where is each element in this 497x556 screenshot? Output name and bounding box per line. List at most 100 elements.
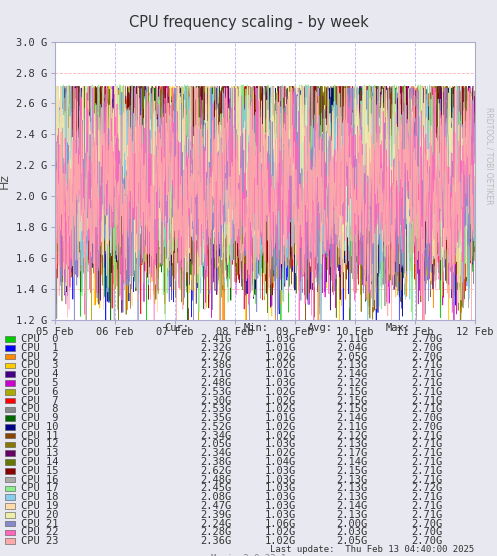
Text: CPU  9: CPU 9 — [21, 413, 58, 423]
Text: 2.62G: 2.62G — [200, 466, 231, 476]
Text: 1.03G: 1.03G — [264, 378, 296, 388]
Text: 1.03G: 1.03G — [264, 501, 296, 511]
Text: 2.45G: 2.45G — [200, 483, 231, 493]
Text: 1.02G: 1.02G — [264, 448, 296, 458]
Text: 2.48G: 2.48G — [200, 475, 231, 485]
Text: 1.01G: 1.01G — [264, 369, 296, 379]
Text: 2.15G: 2.15G — [336, 466, 368, 476]
Text: 1.06G: 1.06G — [264, 519, 296, 529]
Text: 2.71G: 2.71G — [411, 395, 442, 405]
Text: CPU  8: CPU 8 — [21, 404, 58, 414]
Text: Munin 2.0.33-1: Munin 2.0.33-1 — [211, 554, 286, 556]
Text: CPU 23: CPU 23 — [21, 536, 58, 546]
Text: 1.02G: 1.02G — [264, 387, 296, 397]
Text: 2.71G: 2.71G — [411, 369, 442, 379]
Text: CPU  4: CPU 4 — [21, 369, 58, 379]
Text: CPU 14: CPU 14 — [21, 457, 58, 467]
Text: 2.71G: 2.71G — [411, 448, 442, 458]
Text: 2.71G: 2.71G — [411, 457, 442, 467]
Text: 1.04G: 1.04G — [264, 457, 296, 467]
Text: RRDTOOL / TOBI OETIKER: RRDTOOL / TOBI OETIKER — [485, 107, 494, 205]
Text: CPU 11: CPU 11 — [21, 431, 58, 441]
Text: CPU 17: CPU 17 — [21, 483, 58, 493]
Text: 2.14G: 2.14G — [336, 457, 368, 467]
Text: 2.70G: 2.70G — [411, 343, 442, 353]
Text: 2.34G: 2.34G — [200, 448, 231, 458]
Text: 2.71G: 2.71G — [411, 431, 442, 441]
Text: CPU 15: CPU 15 — [21, 466, 58, 476]
Text: 1.03G: 1.03G — [264, 466, 296, 476]
Text: 2.12G: 2.12G — [336, 378, 368, 388]
Text: CPU 18: CPU 18 — [21, 492, 58, 502]
Text: 2.13G: 2.13G — [336, 483, 368, 493]
Text: CPU  0: CPU 0 — [21, 334, 58, 344]
Text: 2.53G: 2.53G — [200, 387, 231, 397]
Text: 2.13G: 2.13G — [336, 475, 368, 485]
Text: 2.38G: 2.38G — [200, 360, 231, 370]
Text: 2.71G: 2.71G — [411, 475, 442, 485]
Text: 2.17G: 2.17G — [336, 448, 368, 458]
Text: Last update:  Thu Feb 13 04:40:00 2025: Last update: Thu Feb 13 04:40:00 2025 — [270, 545, 475, 554]
Text: 2.39G: 2.39G — [200, 510, 231, 520]
Text: 2.71G: 2.71G — [411, 360, 442, 370]
Text: 2.71G: 2.71G — [411, 492, 442, 502]
Text: 1.03G: 1.03G — [264, 483, 296, 493]
Text: 2.13G: 2.13G — [336, 439, 368, 449]
Text: 2.05G: 2.05G — [200, 439, 231, 449]
Text: 1.01G: 1.01G — [264, 413, 296, 423]
Text: CPU 12: CPU 12 — [21, 439, 58, 449]
Text: 2.08G: 2.08G — [200, 492, 231, 502]
Text: 2.70G: 2.70G — [411, 527, 442, 537]
Text: CPU 22: CPU 22 — [21, 527, 58, 537]
Text: 2.70G: 2.70G — [411, 519, 442, 529]
Text: CPU 10: CPU 10 — [21, 422, 58, 432]
Text: 2.12G: 2.12G — [336, 431, 368, 441]
Text: CPU  1: CPU 1 — [21, 343, 58, 353]
Text: 2.21G: 2.21G — [200, 369, 231, 379]
Text: 1.02G: 1.02G — [264, 527, 296, 537]
Text: 1.02G: 1.02G — [264, 422, 296, 432]
Text: 2.70G: 2.70G — [411, 334, 442, 344]
Text: 2.11G: 2.11G — [336, 334, 368, 344]
Text: 1.03G: 1.03G — [264, 439, 296, 449]
Text: 2.35G: 2.35G — [200, 413, 231, 423]
Text: 2.71G: 2.71G — [411, 387, 442, 397]
Y-axis label: Hz: Hz — [0, 173, 11, 188]
Text: 1.02G: 1.02G — [264, 360, 296, 370]
Text: 2.70G: 2.70G — [411, 351, 442, 361]
Text: CPU 21: CPU 21 — [21, 519, 58, 529]
Text: 2.70G: 2.70G — [411, 536, 442, 546]
Text: 2.32G: 2.32G — [200, 343, 231, 353]
Text: 2.71G: 2.71G — [411, 404, 442, 414]
Text: 2.13G: 2.13G — [336, 360, 368, 370]
Text: 2.14G: 2.14G — [336, 501, 368, 511]
Text: CPU  2: CPU 2 — [21, 351, 58, 361]
Text: 2.71G: 2.71G — [411, 439, 442, 449]
Text: Min:: Min: — [244, 323, 268, 333]
Text: 2.04G: 2.04G — [336, 343, 368, 353]
Text: 2.72G: 2.72G — [411, 483, 442, 493]
Text: 1.01G: 1.01G — [264, 343, 296, 353]
Text: 2.71G: 2.71G — [411, 378, 442, 388]
Text: 2.00G: 2.00G — [336, 519, 368, 529]
Text: 2.28G: 2.28G — [200, 527, 231, 537]
Text: 2.52G: 2.52G — [200, 422, 231, 432]
Text: 2.71G: 2.71G — [411, 466, 442, 476]
Text: 2.15G: 2.15G — [336, 404, 368, 414]
Text: Avg:: Avg: — [308, 323, 333, 333]
Text: 2.03G: 2.03G — [336, 527, 368, 537]
Text: CPU 16: CPU 16 — [21, 475, 58, 485]
Text: 2.53G: 2.53G — [200, 404, 231, 414]
Text: 2.11G: 2.11G — [336, 422, 368, 432]
Text: 2.48G: 2.48G — [200, 378, 231, 388]
Text: CPU 19: CPU 19 — [21, 501, 58, 511]
Text: 2.71G: 2.71G — [411, 510, 442, 520]
Text: CPU  5: CPU 5 — [21, 378, 58, 388]
Text: 1.02G: 1.02G — [264, 404, 296, 414]
Text: 2.34G: 2.34G — [200, 431, 231, 441]
Text: 2.13G: 2.13G — [336, 510, 368, 520]
Text: CPU 20: CPU 20 — [21, 510, 58, 520]
Text: 2.05G: 2.05G — [336, 536, 368, 546]
Text: 1.02G: 1.02G — [264, 395, 296, 405]
Text: 2.36G: 2.36G — [200, 536, 231, 546]
